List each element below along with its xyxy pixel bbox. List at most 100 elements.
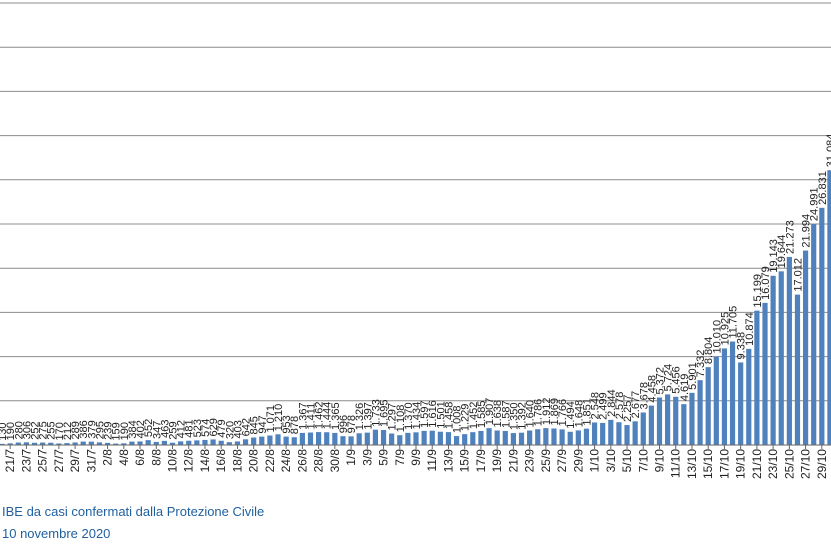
x-tick-label: 24/8 [279,449,293,473]
bar [616,422,622,445]
bar [567,431,573,445]
x-tick-label: 9/10 [652,449,666,473]
data-label: 1.367 [297,402,309,430]
data-label: 9.338 [736,332,748,360]
data-label: 5.456 [671,366,683,394]
bar [738,362,744,445]
x-tick-label: 20/8 [247,449,261,473]
data-label: 289 [70,421,82,439]
bar [575,430,581,445]
data-label: 306 [21,421,33,439]
bar [583,428,590,445]
x-tick-label: 31/7 [84,449,98,473]
data-label: 1.912 [541,398,553,426]
bar [389,433,395,445]
bar [551,428,557,445]
data-label: 10.925 [719,312,731,346]
bar [40,442,46,445]
bar [364,432,370,445]
bar [413,432,419,445]
data-label: 1.370 [403,402,415,430]
x-tick-label: 11/9 [425,449,439,472]
data-label: 259 [168,421,180,439]
x-tick-label: 5/10 [620,449,634,473]
data-label: 190 [119,422,131,440]
data-label: 16.079 [760,266,772,300]
x-tick-label: 15/9 [458,449,472,473]
bar [811,224,817,445]
x-tick-label: 26/8 [295,449,309,473]
data-label: 953 [281,415,293,433]
x-tick-label: 29/9 [571,449,585,473]
x-tick-label: 21/9 [506,449,520,473]
x-tick-label: 18/8 [230,449,244,473]
data-label: 2.257 [622,395,634,423]
data-label: 5.372 [654,367,666,395]
data-label: 1.640 [525,400,537,428]
data-label: 7.332 [695,350,707,378]
bar [510,433,516,445]
data-label: 403 [232,420,244,438]
data-label: 878 [289,416,301,434]
bar [169,442,176,445]
bar [827,170,831,445]
x-tick-label: 3/9 [360,449,374,466]
x-tick-label: 23/7 [19,449,33,473]
data-label: 19.143 [768,239,780,273]
bar [145,440,151,445]
data-label: 4.458 [646,375,658,403]
data-label: 1.851 [581,398,593,426]
data-label: 1.648 [573,400,585,428]
x-tick-label: 21/7 [3,449,17,473]
data-label: 2.499 [598,392,610,420]
data-label: 15.199 [752,274,764,308]
bar [307,432,314,445]
x-tick-label: 4/8 [117,449,131,466]
bar [697,380,703,445]
bar [242,439,249,445]
data-label: 947 [257,415,269,433]
bar [234,441,241,445]
data-label: 10.874 [744,312,756,346]
bar [96,442,103,445]
x-tick-label: 8/8 [149,449,163,466]
data-label: 1.616 [427,400,439,428]
data-label: 523 [192,419,204,437]
bar [591,422,598,445]
data-label: 239 [103,422,115,440]
data-label: 280 [13,421,25,439]
data-label: 347 [151,421,163,439]
bar [210,439,216,445]
x-tick-label: 10/8 [166,449,180,473]
bar [405,432,411,445]
x-tick-label: 30/8 [328,449,342,473]
data-label: 1.494 [565,401,577,429]
data-label: 11.705 [728,306,740,339]
bar [648,405,654,445]
data-label: 252 [30,421,42,439]
data-label: 481 [184,419,196,437]
bar [202,439,208,445]
bar [689,392,695,445]
bar [421,430,427,445]
data-label: 1.458 [443,402,455,430]
bar [453,436,460,445]
x-tick-label: 16/8 [214,449,228,473]
bar [48,442,54,445]
bar [713,356,719,445]
bar [137,441,143,445]
bar [291,437,297,445]
bar [624,425,630,445]
data-label: 275 [38,421,50,439]
bar [275,434,281,445]
data-label: 479 [216,419,228,437]
data-label: 1.501 [435,401,447,429]
data-label: 1.695 [379,399,391,427]
bar [226,442,232,445]
bar [64,443,70,445]
x-tick-label: 2/8 [101,449,115,466]
bar [348,436,354,445]
x-tick-label: 13/10 [685,449,699,479]
date-note: 10 novembre 2020 [2,526,110,541]
data-label: 1.733 [370,399,382,427]
